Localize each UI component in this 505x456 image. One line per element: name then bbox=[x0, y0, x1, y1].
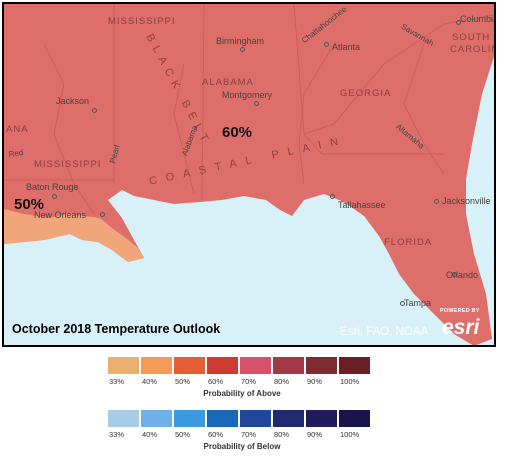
legend-swatch bbox=[240, 357, 271, 374]
legend-swatch bbox=[141, 410, 172, 427]
city-marker[interactable] bbox=[52, 194, 57, 199]
legend-swatch bbox=[306, 410, 337, 427]
legend-tick-label: 100% bbox=[340, 377, 360, 386]
city-marker[interactable] bbox=[452, 272, 457, 277]
legend-swatch bbox=[207, 357, 238, 374]
city-marker[interactable] bbox=[254, 101, 259, 106]
legend-swatch bbox=[339, 357, 370, 374]
city-label: Orlando bbox=[446, 270, 479, 280]
probability-label-60: 60% bbox=[222, 124, 253, 141]
legend-tick-label: 60% bbox=[208, 430, 224, 439]
state-label: SOUTH bbox=[452, 32, 491, 43]
legend-swatch bbox=[306, 357, 337, 374]
state-label: FLORIDA bbox=[384, 237, 433, 248]
legend-above: 33% 40% 50% 60% 70% 80% 90% 100% Probability of… bbox=[108, 357, 378, 398]
rivers bbox=[43, 43, 445, 215]
legend-swatch bbox=[273, 410, 304, 427]
city-label: Columbia bbox=[460, 14, 496, 24]
city-label: Birmingham bbox=[216, 36, 265, 46]
city-marker[interactable] bbox=[434, 199, 439, 204]
legend-tick-label: 70% bbox=[241, 430, 257, 439]
state-borders bbox=[4, 4, 494, 201]
esri-powered-label: POWERED BY bbox=[440, 308, 480, 314]
city-marker[interactable] bbox=[456, 20, 461, 25]
legend-swatch bbox=[174, 357, 205, 374]
city-marker[interactable] bbox=[324, 42, 329, 47]
esri-wordmark: esri bbox=[442, 316, 480, 339]
city-label: Jacksonville bbox=[442, 196, 491, 206]
legend-swatch bbox=[174, 410, 205, 427]
legend-tick-label: 80% bbox=[274, 377, 290, 386]
map-canvas bbox=[4, 4, 494, 345]
legend-tick-label: 60% bbox=[208, 377, 224, 386]
state-label: GEORGIA bbox=[340, 88, 392, 99]
esri-logo[interactable]: POWERED BY esri bbox=[440, 304, 494, 344]
legend-above-ticks: 33% 40% 50% 60% 70% 80% 90% 100% bbox=[108, 377, 378, 389]
state-label: ANA bbox=[6, 124, 29, 135]
legend-tick-label: 50% bbox=[175, 430, 191, 439]
legend-tick-label: 50% bbox=[175, 377, 191, 386]
city-marker[interactable] bbox=[400, 301, 405, 306]
probability-label-50: 50% bbox=[14, 196, 45, 213]
legend-below-bar bbox=[108, 410, 378, 427]
legend-swatch bbox=[273, 357, 304, 374]
legend-tick-label: 40% bbox=[142, 430, 158, 439]
legend-tick-label: 80% bbox=[274, 430, 290, 439]
city-label: Atlanta bbox=[332, 42, 361, 52]
city-marker[interactable] bbox=[92, 108, 97, 113]
legend-tick-label: 33% bbox=[109, 377, 125, 386]
legend-below: 33% 40% 50% 60% 70% 80% 90% 100% Probability of… bbox=[108, 410, 378, 451]
state-label: MISSISSIPPI bbox=[34, 159, 102, 170]
legend-swatch bbox=[108, 357, 139, 374]
legend-tick-label: 33% bbox=[109, 430, 125, 439]
city-label: Baton Rouge bbox=[26, 182, 79, 192]
legend-tick-label: 90% bbox=[307, 377, 323, 386]
city-label: Tallahassee bbox=[338, 200, 386, 210]
map-attribution: Esri, FAO, NOAA bbox=[340, 326, 429, 338]
legend-above-caption: Probability of Above bbox=[203, 389, 281, 398]
map-frame[interactable]: MISSISSIPPI SOUTH CAROLINA ALABAMA GEORG… bbox=[2, 2, 496, 347]
state-label: CAROLINA bbox=[450, 44, 494, 55]
legend-swatch bbox=[339, 410, 370, 427]
city-marker[interactable] bbox=[100, 212, 105, 217]
legend-tick-label: 90% bbox=[307, 430, 323, 439]
legend-above-bar bbox=[108, 357, 378, 374]
city-label: New Orleans bbox=[34, 210, 87, 220]
legend-tick-label: 100% bbox=[340, 430, 360, 439]
legend-below-caption: Probability of Below bbox=[203, 442, 281, 451]
state-label: ALABAMA bbox=[202, 77, 254, 88]
land-region-50 bbox=[4, 209, 144, 262]
legend-tick-label: 40% bbox=[142, 377, 158, 386]
state-label: MISSISSIPPI bbox=[108, 16, 176, 27]
legend-swatch bbox=[240, 410, 271, 427]
legend-below-ticks: 33% 40% 50% 60% 70% 80% 90% 100% bbox=[108, 430, 378, 442]
legend-swatch bbox=[108, 410, 139, 427]
city-label: Jackson bbox=[56, 96, 90, 106]
map-title: October 2018 Temperature Outlook bbox=[12, 322, 221, 336]
city-marker[interactable] bbox=[330, 194, 335, 199]
city-label: Montgomery bbox=[222, 90, 273, 100]
city-marker[interactable] bbox=[240, 47, 245, 52]
city-label: Tampa bbox=[404, 298, 432, 308]
legend-swatch bbox=[141, 357, 172, 374]
legend-swatch bbox=[207, 410, 238, 427]
legend-tick-label: 70% bbox=[241, 377, 257, 386]
